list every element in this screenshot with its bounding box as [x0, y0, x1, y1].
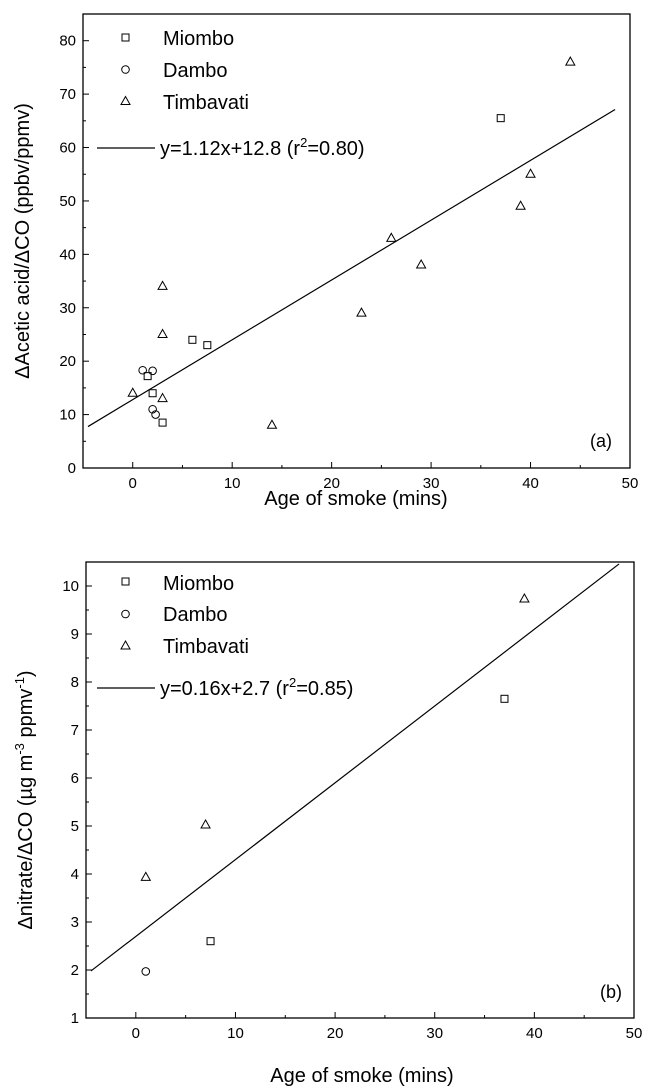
legend-circle-marker: [121, 609, 130, 619]
x-tick-label: 30: [426, 1025, 443, 1042]
point-timbavati: [157, 280, 168, 290]
x-tick-label: 0: [132, 1025, 140, 1042]
legend-label-dambo: Dambo: [163, 60, 227, 82]
point-miombo: [158, 418, 167, 427]
y-tick-label: 9: [71, 626, 79, 643]
fit-line-b: [90, 563, 620, 972]
panel-a: 0 10 20 30 40 50 60 70 80 0 10 20 30 40 50 Miombo Dam…: [12, 13, 639, 510]
point-timbavati: [157, 392, 168, 403]
x-tick-label: 40: [522, 475, 539, 492]
point-timbavati: [385, 232, 397, 242]
point-miombo: [148, 389, 157, 398]
y-tick-label: 2: [71, 962, 79, 979]
point-timbavati: [356, 307, 367, 317]
legend-fit-equation: y=0.16x+2.7 (r2=0.85): [160, 675, 353, 700]
y-axis-a: 0 10 20 30 40 50 60 70 80: [59, 33, 89, 477]
point-timbavati: [415, 259, 427, 269]
point-dambo: [138, 365, 147, 375]
legend-square-marker: [121, 33, 130, 42]
y-axis-title-a: ΔAcetic acid/ΔCO (ppbv/ppmv): [12, 103, 34, 379]
legend-triangle-marker: [120, 639, 131, 650]
point-dambo: [141, 967, 151, 976]
point-timbavati: [515, 200, 526, 210]
regression-line: [87, 108, 616, 428]
y-tick-label: 70: [59, 86, 76, 103]
data-points-b: [140, 592, 530, 976]
legend-label-timbavati: Timbavati: [163, 92, 249, 114]
x-axis-b: 0 10 20 30 40 50: [132, 1012, 643, 1042]
x-axis-title-b: Age of smoke (mins): [270, 1065, 453, 1087]
y-tick-label: 60: [59, 140, 76, 157]
point-miombo: [500, 694, 509, 703]
legend-a: Miombo Dambo Timbavati y=1.12x+12.8 (r2=…: [97, 28, 365, 160]
y-tick-label: 7: [71, 722, 79, 739]
point-miombo: [203, 341, 212, 350]
point-dambo: [148, 366, 157, 376]
x-tick-label: 50: [626, 1025, 643, 1042]
y-tick-label: 1: [71, 1010, 79, 1027]
x-axis-title-a: Age of smoke (mins): [264, 488, 447, 510]
y-tick-label: 10: [59, 407, 76, 424]
legend-square-marker: [121, 577, 130, 586]
legend-label-miombo: Miombo: [163, 573, 234, 595]
legend-b: Miombo Dambo Timbavati y=0.16x+2.7 (r2=0…: [97, 573, 353, 700]
point-dambo: [148, 404, 157, 414]
point-timbavati: [564, 56, 576, 66]
x-tick-label: 0: [129, 475, 137, 492]
point-timbavati: [200, 819, 211, 829]
y-tick-label: 10: [62, 578, 79, 595]
regression-line: [90, 563, 620, 972]
legend-label-dambo: Dambo: [163, 604, 227, 626]
point-miombo: [143, 372, 152, 381]
y-tick-label: 50: [59, 193, 76, 210]
y-tick-label: 20: [59, 353, 76, 370]
point-timbavati: [525, 168, 536, 178]
y-tick-label: 4: [71, 866, 79, 883]
panel-label-a: (a): [590, 431, 612, 451]
legend-fit-equation: y=1.12x+12.8 (r2=0.80): [160, 135, 365, 160]
point-timbavati: [127, 387, 139, 397]
legend-circle-marker: [121, 65, 130, 74]
panel-b: 1 2 3 4 5 6 7 8 9 10 0 10 20 30 40 50 Miombo Dambo Tim…: [12, 561, 643, 1087]
point-timbavati: [140, 871, 152, 881]
x-tick-label: 10: [224, 475, 241, 492]
data-points-a: [127, 56, 576, 429]
point-miombo: [188, 335, 197, 344]
x-tick-label: 50: [622, 475, 639, 492]
x-axis-a: 0 10 20 30 40 50: [129, 462, 639, 492]
x-tick-label: 20: [323, 475, 340, 492]
y-tick-label: 40: [59, 246, 76, 263]
y-tick-label: 30: [59, 300, 76, 317]
y-axis-b: 1 2 3 4 5 6 7 8 9 10: [62, 578, 92, 1027]
point-miombo: [206, 937, 215, 946]
point-timbavati: [157, 328, 168, 338]
x-tick-label: 20: [327, 1025, 344, 1042]
point-dambo: [151, 410, 160, 419]
fit-line-a: [87, 108, 616, 428]
x-tick-label: 30: [423, 475, 440, 492]
x-tick-label: 10: [227, 1025, 244, 1042]
legend-label-miombo: Miombo: [163, 28, 234, 50]
y-tick-label: 0: [68, 460, 76, 477]
plot-frame-a: [82, 13, 631, 469]
legend-triangle-marker: [120, 95, 131, 105]
y-tick-label: 6: [71, 770, 79, 787]
x-tick-label: 40: [526, 1025, 543, 1042]
y-tick-label: 5: [71, 818, 79, 835]
y-tick-label: 80: [59, 33, 76, 50]
y-tick-label: 8: [71, 674, 79, 691]
legend-label-timbavati: Timbavati: [163, 636, 249, 658]
panel-label-b: (b): [600, 982, 622, 1002]
plot-frame-b: [85, 561, 635, 1019]
point-timbavati: [519, 592, 530, 603]
point-timbavati: [266, 419, 278, 429]
y-axis-title-b: Δnitrate/ΔCO (µg m-3 ppmv-1): [12, 670, 37, 929]
y-tick-label: 3: [71, 914, 79, 931]
point-miombo: [496, 114, 505, 123]
